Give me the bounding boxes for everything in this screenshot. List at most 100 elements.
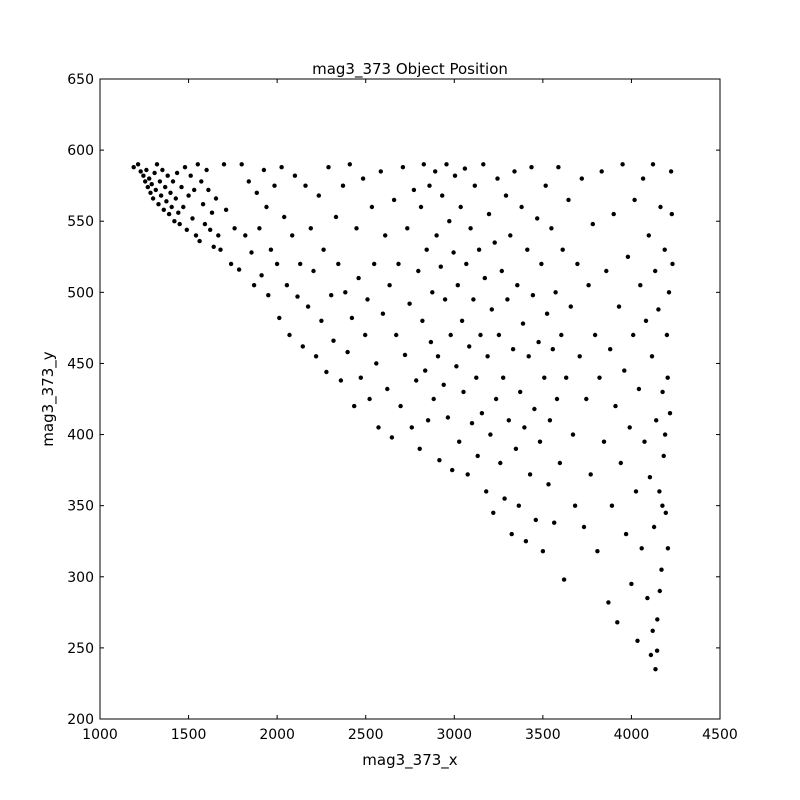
scatter-point [195, 162, 200, 167]
scatter-point [640, 176, 646, 181]
scatter-point [163, 184, 168, 190]
scatter-point [501, 375, 506, 380]
scatter-point [495, 176, 500, 181]
scatter-point [343, 290, 348, 295]
scatter-point [182, 165, 188, 170]
y-tick-label: 500 [67, 285, 94, 301]
scatter-point [568, 304, 573, 309]
scatter-point [547, 418, 553, 423]
scatter-point [154, 162, 160, 167]
scatter-point [149, 182, 154, 187]
scatter-point [435, 354, 441, 359]
scatter-point [650, 628, 655, 633]
scatter-point [492, 240, 497, 245]
scatter-point [643, 318, 649, 323]
y-tick-label: 200 [67, 712, 94, 728]
scatter-point [656, 307, 661, 312]
scatter-point [200, 202, 206, 207]
scatter-point [648, 652, 654, 658]
scatter-point [204, 167, 209, 173]
scatter-point [169, 204, 174, 210]
scatter-point [452, 173, 458, 178]
scatter-point [290, 233, 295, 238]
scatter-point [595, 549, 600, 554]
scatter-point [153, 187, 158, 193]
scatter-point [606, 600, 611, 605]
scatter-point [608, 347, 613, 352]
scatter-point [264, 204, 269, 210]
scatter-point [400, 165, 406, 170]
scatter-point [442, 297, 448, 302]
scatter-point [564, 375, 569, 380]
scatter-point [631, 332, 636, 338]
scatter-point [650, 162, 656, 167]
scatter-point [647, 475, 653, 480]
scatter-point [451, 250, 456, 255]
scatter-point [358, 375, 363, 380]
scatter-point [666, 290, 672, 295]
scatter-point [471, 297, 476, 302]
y-tick-label: 650 [67, 72, 94, 88]
scatter-point [649, 354, 655, 359]
scatter-point [561, 577, 567, 582]
scatter-point [550, 347, 555, 352]
scatter-point [554, 396, 560, 402]
scatter-point [441, 382, 446, 387]
scatter-point [168, 190, 173, 195]
scatter-point [417, 446, 422, 451]
scatter-point [654, 648, 660, 653]
scatter-point [623, 531, 629, 537]
scatter-point [282, 214, 287, 220]
scatter-point [160, 167, 165, 173]
scatter-point [305, 304, 311, 309]
scatter-point [434, 233, 439, 238]
scatter-point [526, 354, 531, 359]
x-axis-label: mag3_373_x [362, 751, 457, 770]
plot-area-frame [99, 78, 721, 720]
scatter-point [457, 439, 462, 444]
scatter-point [484, 489, 489, 494]
scatter-point [496, 332, 502, 338]
scatter-point [405, 226, 410, 231]
scatter-point [389, 435, 395, 440]
scatter-point [475, 453, 480, 459]
scatter-point [444, 162, 449, 167]
scatter-point [472, 183, 477, 188]
scatter-point [144, 167, 149, 173]
scatter-point [570, 432, 576, 437]
scatter-point [176, 210, 181, 215]
scatter-point [164, 199, 169, 204]
scatter-point [479, 411, 485, 416]
scatter-point [461, 389, 466, 395]
scatter-point [216, 233, 221, 238]
scatter-point [192, 187, 197, 193]
scatter-point [430, 290, 435, 295]
x-tick-label: 3000 [436, 727, 472, 743]
scatter-point [313, 354, 319, 359]
scatter-point [148, 190, 153, 195]
x-tick-label: 3500 [525, 727, 561, 743]
scatter-point [539, 261, 544, 267]
scatter-point [669, 211, 674, 217]
scatter-point [303, 183, 308, 188]
scatter-point [633, 489, 639, 494]
scatter-point [657, 489, 662, 494]
scatter-point [188, 173, 193, 178]
scatter-point [597, 375, 602, 380]
scatter-point [345, 349, 350, 355]
scatter-point [181, 204, 186, 210]
scatter-point [409, 425, 414, 430]
scatter-point [537, 439, 543, 444]
scatter-point [581, 524, 587, 530]
scatter-point [407, 301, 412, 306]
scatter-point [251, 283, 257, 288]
scatter-point [218, 247, 223, 252]
scatter-point [450, 467, 455, 473]
scatter-point [493, 396, 499, 402]
scatter-point [638, 283, 643, 288]
scatter-point [143, 179, 148, 184]
scatter-point [544, 311, 550, 316]
scatter-point [173, 196, 178, 201]
